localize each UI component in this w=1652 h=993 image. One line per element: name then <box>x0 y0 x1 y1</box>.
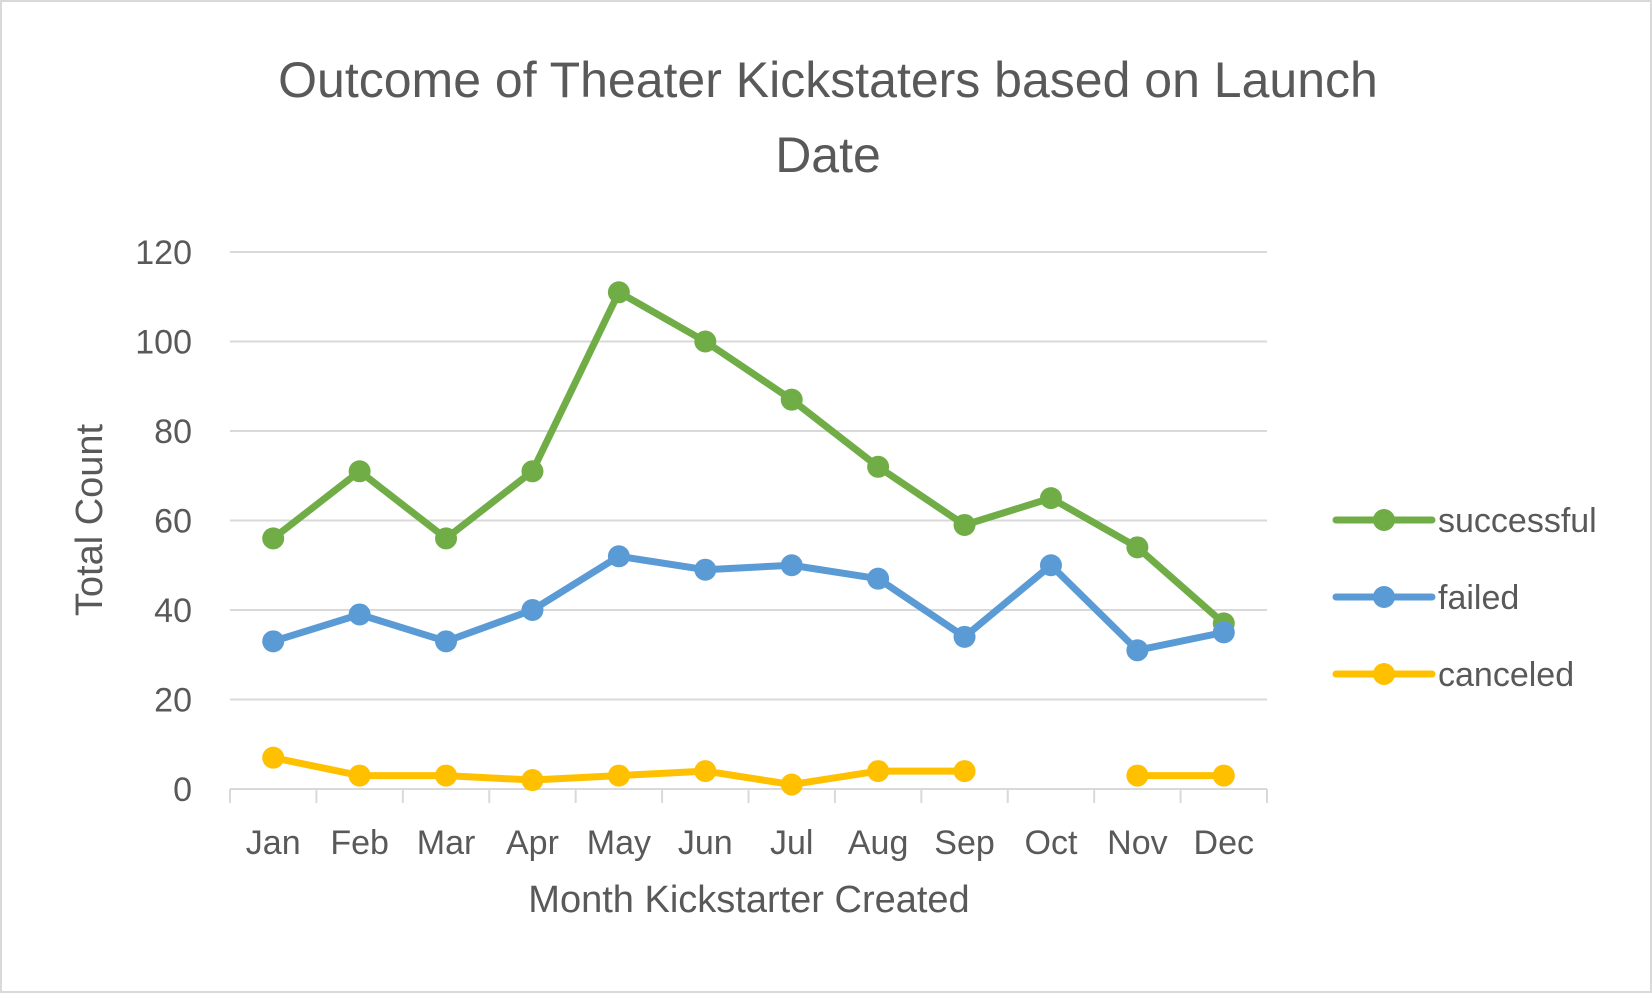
y-tick-label: 100 <box>135 324 192 362</box>
legend-marker-failed <box>1373 586 1395 608</box>
data-point-successful-jul <box>780 388 803 411</box>
x-tick-label: Aug <box>848 824 909 862</box>
series-line-successful <box>269 288 1228 627</box>
y-axis-title: Total Count <box>69 423 111 616</box>
data-point-successful-jan <box>262 527 285 550</box>
data-point-failed-dec <box>1212 621 1235 644</box>
legend: successful failed canceled <box>1332 502 1597 694</box>
x-axis-tick-labels: Jan Feb Mar Apr May Jun Jul Aug Sep Oct Nov Dec <box>246 824 1254 862</box>
series-successful <box>262 281 1235 635</box>
data-point-failed-jan <box>262 630 285 653</box>
x-tick-label: Nov <box>1107 824 1167 862</box>
plot-area <box>262 281 1235 796</box>
legend-item-failed: failed <box>1332 579 1519 617</box>
x-tick-label: Oct <box>1025 824 1078 862</box>
legend-marker-successful <box>1373 509 1395 531</box>
legend-label-failed: failed <box>1438 579 1519 617</box>
y-axis: 0 20 40 60 80 100 120 <box>135 234 192 809</box>
data-point-canceled-jun <box>694 760 717 783</box>
x-tick-label: Jun <box>678 824 733 862</box>
y-tick-label: 80 <box>154 413 192 451</box>
legend-marker-canceled <box>1373 663 1395 685</box>
data-point-successful-sep <box>953 513 976 536</box>
data-point-successful-nov <box>1126 536 1149 559</box>
x-tick-label: Jan <box>246 824 301 862</box>
legend-item-successful: successful <box>1332 502 1597 540</box>
chart-title-line-1: Outcome of Theater Kickstaters based on … <box>278 52 1378 108</box>
data-point-canceled-dec <box>1212 764 1235 787</box>
x-axis-title: Month Kickstarter Created <box>528 879 969 921</box>
data-point-canceled-mar <box>435 764 458 787</box>
series-line-failed <box>269 552 1228 654</box>
y-tick-label: 40 <box>154 592 192 630</box>
gridlines <box>230 251 1267 701</box>
data-point-successful-apr <box>521 460 544 483</box>
x-tick-label: May <box>587 824 651 862</box>
legend-item-canceled: canceled <box>1332 656 1574 694</box>
y-tick-label: 60 <box>154 503 192 541</box>
chart-title-line-2: Date <box>775 127 881 183</box>
data-point-canceled-nov <box>1126 764 1149 787</box>
data-point-canceled-jul <box>780 773 803 796</box>
data-point-successful-mar <box>435 527 458 550</box>
data-point-successful-feb <box>348 460 371 483</box>
data-point-failed-mar <box>435 630 458 653</box>
data-point-canceled-apr <box>521 769 544 792</box>
data-point-failed-aug <box>867 567 890 590</box>
data-point-successful-may <box>607 281 630 304</box>
y-tick-label: 120 <box>135 234 192 272</box>
data-point-successful-oct <box>1039 487 1062 510</box>
data-point-canceled-feb <box>348 764 371 787</box>
data-point-canceled-aug <box>867 760 890 783</box>
data-point-canceled-jan <box>262 746 285 769</box>
data-point-failed-oct <box>1039 554 1062 577</box>
data-point-failed-jun <box>694 558 717 581</box>
x-tick-label: Sep <box>934 824 995 862</box>
x-axis <box>229 788 1268 803</box>
data-point-successful-jun <box>694 330 717 353</box>
x-tick-label: Mar <box>417 824 476 862</box>
data-point-failed-may <box>607 545 630 568</box>
legend-label-canceled: canceled <box>1438 656 1574 694</box>
x-tick-label: Dec <box>1194 824 1254 862</box>
data-point-canceled-may <box>607 764 630 787</box>
series-failed <box>262 545 1235 662</box>
data-point-failed-feb <box>348 603 371 626</box>
y-tick-label: 0 <box>173 771 192 809</box>
data-point-failed-sep <box>953 625 976 648</box>
legend-label-successful: successful <box>1438 502 1597 540</box>
y-tick-label: 20 <box>154 682 192 720</box>
data-point-canceled-sep <box>953 760 976 783</box>
data-point-failed-apr <box>521 599 544 621</box>
x-tick-label: Jul <box>770 824 813 862</box>
x-tick-label: Apr <box>506 824 559 862</box>
data-point-failed-jul <box>780 554 803 577</box>
data-point-failed-nov <box>1126 639 1149 662</box>
x-tick-label: Feb <box>330 824 389 862</box>
chart-title: Outcome of Theater Kickstaters based on … <box>278 52 1378 183</box>
data-point-successful-aug <box>867 455 890 478</box>
series-canceled <box>262 746 1235 796</box>
